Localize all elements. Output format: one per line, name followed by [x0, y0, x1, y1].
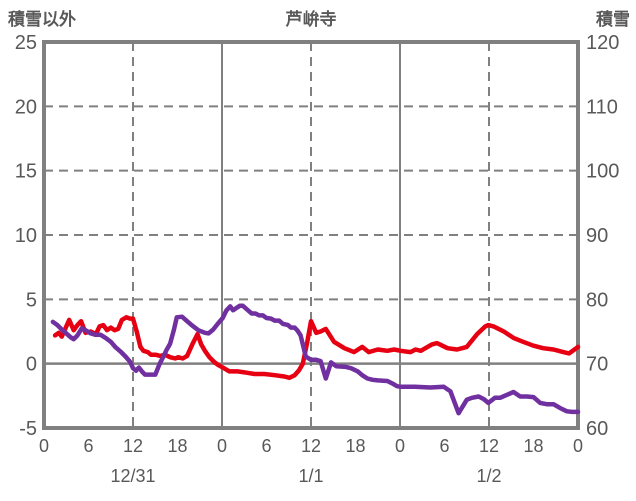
red-series-line [52, 315, 581, 381]
svg-text:18: 18 [167, 436, 187, 456]
svg-text:12/31: 12/31 [110, 466, 155, 486]
svg-text:70: 70 [586, 354, 608, 376]
svg-text:0: 0 [26, 354, 37, 376]
svg-text:0: 0 [573, 436, 583, 456]
left-axis-tick-labels: 25 20 15 10 5 0 -5 [15, 32, 37, 440]
svg-text:1/1: 1/1 [298, 466, 323, 486]
svg-text:100: 100 [586, 161, 619, 183]
svg-text:5: 5 [26, 289, 37, 311]
svg-text:-5: -5 [19, 418, 37, 440]
svg-text:80: 80 [586, 289, 608, 311]
plot-border [42, 40, 580, 430]
chart-title: 芦峅寺 [285, 10, 337, 29]
purple-series-line [50, 303, 581, 416]
x-axis-hour-labels: 0 6 12 18 0 6 12 18 0 6 12 18 0 [39, 436, 583, 456]
svg-text:6: 6 [261, 436, 271, 456]
svg-text:12: 12 [123, 436, 143, 456]
svg-text:0: 0 [395, 436, 405, 456]
svg-text:6: 6 [83, 436, 93, 456]
svg-text:10: 10 [15, 225, 37, 247]
svg-text:12: 12 [301, 436, 321, 456]
svg-text:90: 90 [586, 225, 608, 247]
svg-text:25: 25 [15, 32, 37, 54]
svg-text:15: 15 [15, 161, 37, 183]
svg-text:20: 20 [15, 96, 37, 118]
svg-text:0: 0 [217, 436, 227, 456]
left-axis-title: 積雪以外 [8, 10, 76, 29]
right-axis-title: 積雪 [596, 10, 630, 29]
svg-text:120: 120 [586, 32, 619, 54]
svg-text:6: 6 [439, 436, 449, 456]
x-axis-date-labels: 12/31 1/1 1/2 [110, 466, 501, 486]
svg-text:60: 60 [586, 418, 608, 440]
right-axis-tick-labels: 120 110 100 90 80 70 60 [586, 32, 619, 440]
svg-text:12: 12 [479, 436, 499, 456]
svg-text:18: 18 [345, 436, 365, 456]
svg-text:18: 18 [523, 436, 543, 456]
svg-text:1/2: 1/2 [476, 466, 501, 486]
svg-text:0: 0 [39, 436, 49, 456]
svg-text:110: 110 [586, 96, 618, 118]
